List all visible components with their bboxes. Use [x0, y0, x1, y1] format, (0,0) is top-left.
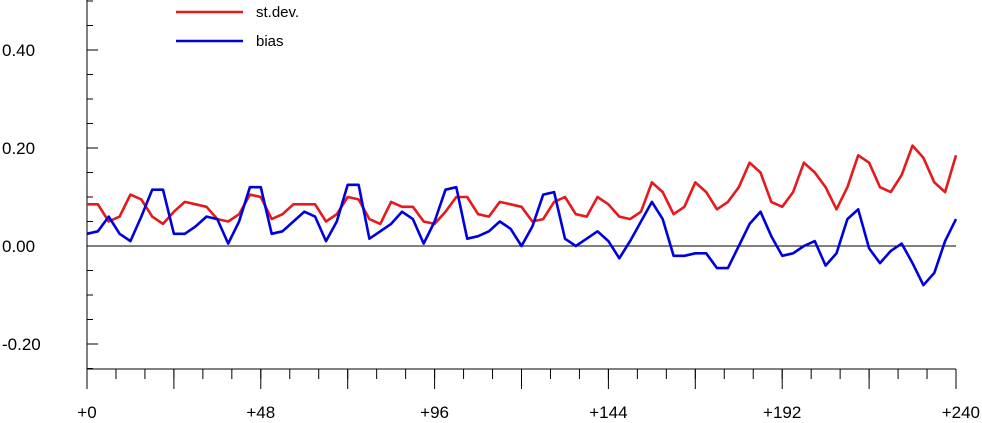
series-line-bias: [86, 183, 958, 287]
y-tick-label: 0.40: [2, 41, 35, 60]
x-tick-label: +0: [77, 403, 96, 422]
x-tick-label: +144: [589, 403, 627, 422]
x-tick-label: +240: [942, 403, 980, 422]
legend-label: st.dev.: [256, 4, 299, 21]
x-tick-label: +48: [246, 403, 275, 422]
x-tick-label: +96: [420, 403, 449, 422]
legend: st.dev. bias: [176, 4, 299, 50]
legend-label: bias: [256, 33, 284, 50]
y-tick-label: 0.20: [2, 139, 35, 158]
y-tick-label: -0.20: [2, 335, 41, 354]
x-tick-label: +192: [763, 403, 801, 422]
series-line-stdev: [87, 144, 958, 226]
series-layer: [86, 144, 958, 287]
y-tick-label: 0.00: [2, 237, 35, 256]
